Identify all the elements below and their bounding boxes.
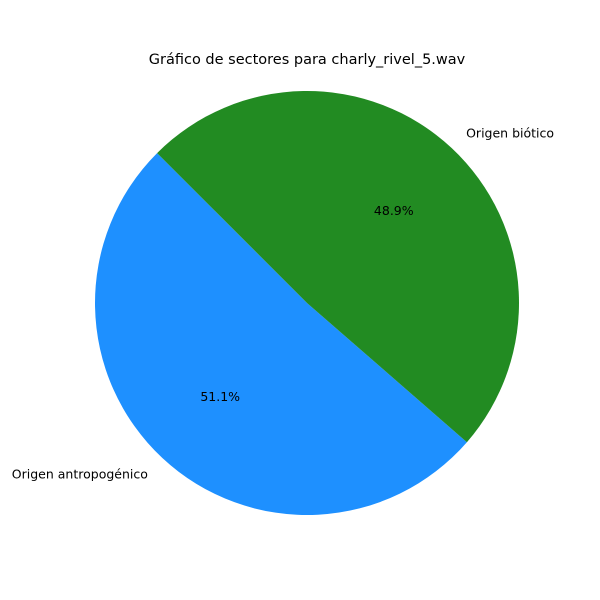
pie-pct-label-origen-antropogenico: 51.1% (200, 389, 240, 404)
pie-pct-label-origen-biotico: 48.9% (374, 203, 414, 218)
chart-title: Gráfico de sectores para charly_rivel_5.… (149, 52, 466, 68)
pie-labels: 51.1% Origen antropogénico 48.9% Origen bió… (12, 126, 554, 482)
pie-slices (94, 91, 519, 516)
pie-slice-origen-antropogenico (94, 153, 467, 516)
pie-slice-label-origen-antropogenico: Origen antropogénico (12, 466, 148, 481)
pie-slice-origen-biotico (157, 91, 519, 443)
pie-slice-label-origen-biotico: Origen biótico (466, 126, 554, 141)
